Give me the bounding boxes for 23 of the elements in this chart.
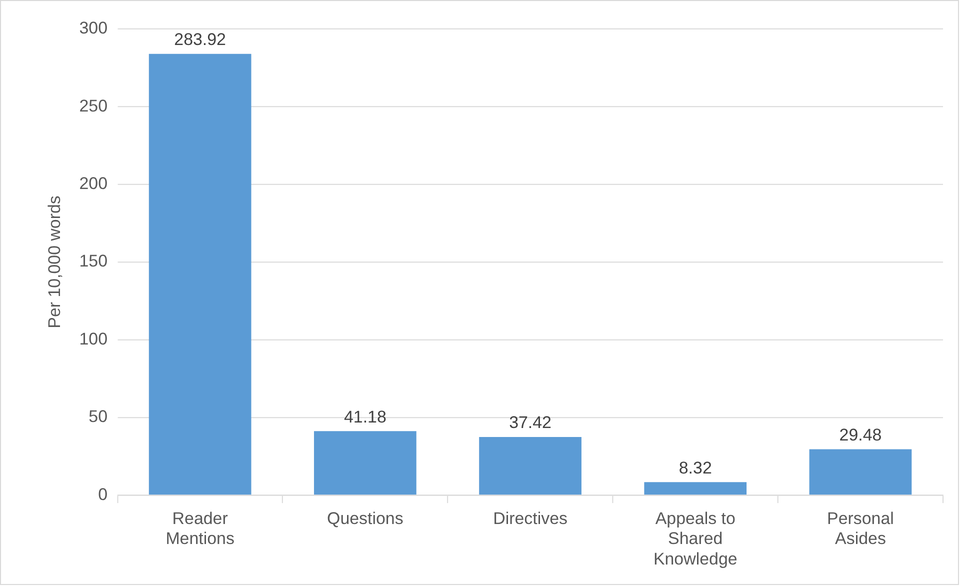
data-label: 37.42 [509,413,552,432]
x-tick-label: Reader Mentions [166,508,234,548]
data-label: 283.92 [174,30,226,50]
y-tick-label: 150 [79,252,108,271]
y-tick-label: 0 [98,484,108,504]
y-tick-label: 300 [79,18,108,38]
bar [314,431,416,495]
x-tick-label: Appeals to Shared Knowledge [653,508,738,569]
data-label: 41.18 [344,407,386,426]
y-tick-label: 200 [79,174,108,193]
data-label: 8.32 [678,458,712,478]
y-tick-label: 100 [79,329,108,348]
x-tick-label: Directives [493,508,568,528]
x-tick-label: Personal Asides [827,508,894,548]
y-tick-label: 250 [79,96,108,116]
x-tick-label: Questions [327,508,404,528]
bar [809,449,912,495]
y-tick-label: 50 [88,407,108,426]
bar [148,54,252,495]
bar [644,482,747,495]
y-axis-title: Per 10,000 words [44,196,64,328]
data-label: 29.48 [839,426,882,445]
bar [479,436,582,495]
